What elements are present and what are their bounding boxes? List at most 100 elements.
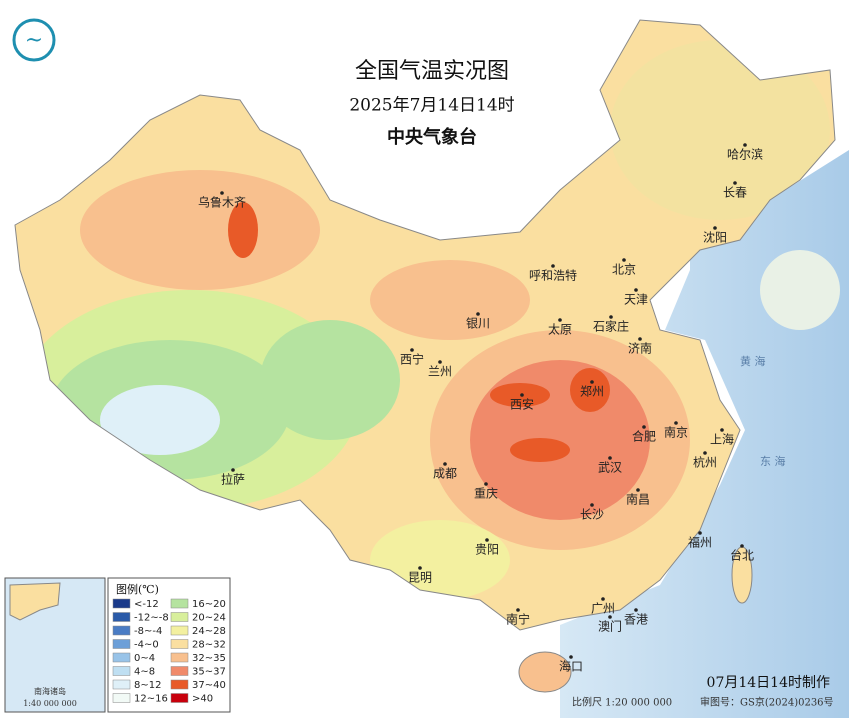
title: 全国气温实况图 — [355, 59, 509, 84]
city-label: 贵阳 — [475, 543, 499, 557]
sea-label: 东 海 — [760, 454, 786, 468]
legend-swatch — [112, 612, 131, 622]
legend-label: 0~4 — [134, 653, 155, 664]
city-label: 广州 — [591, 602, 615, 616]
city-label: 长春 — [723, 186, 747, 200]
city-label: 哈尔滨 — [727, 147, 763, 162]
city-label: 海口 — [559, 659, 583, 674]
city-dot — [569, 655, 573, 659]
legend-swatch — [112, 639, 131, 649]
city-label: 台北 — [730, 548, 754, 563]
city-label: 沈阳 — [703, 230, 727, 245]
legend-title: 图例(℃) — [116, 582, 159, 596]
city-label: 武汉 — [598, 461, 622, 475]
city-dot — [636, 488, 640, 492]
legend-label: 32~35 — [192, 653, 226, 664]
city-dot — [418, 566, 422, 570]
city-label: 拉萨 — [221, 472, 245, 487]
city-dot — [231, 468, 235, 472]
city-dot — [484, 482, 488, 486]
city-label: 杭州 — [693, 455, 717, 470]
city-dot — [410, 348, 414, 352]
city-label: 兰州 — [428, 365, 452, 379]
legend-swatch — [170, 693, 189, 703]
city-dot — [476, 312, 480, 316]
legend-swatch — [112, 666, 131, 676]
city-label: 澳门 — [598, 619, 622, 634]
logo — [12, 18, 56, 62]
city-dot — [438, 360, 442, 364]
made-time: 07月14日14时制作 — [707, 675, 830, 691]
city-label: 重庆 — [474, 487, 498, 501]
legend-label: 16~20 — [192, 599, 226, 610]
inset-land — [9, 582, 61, 621]
scale: 比例尺 1:20 000 000 — [572, 696, 672, 709]
legend-label: >40 — [192, 694, 213, 705]
city-label: 西宁 — [400, 352, 424, 367]
city-dot — [516, 608, 520, 612]
city-label: 成都 — [433, 467, 457, 481]
city-dot — [634, 288, 638, 292]
city-dot — [698, 531, 702, 535]
legend-swatch — [112, 625, 131, 636]
city-label: 南宁 — [506, 612, 530, 627]
date: 2025年7月14日14时 — [349, 96, 514, 116]
legend-swatch — [170, 652, 189, 663]
city-label: 太原 — [548, 322, 572, 337]
city-dot — [520, 393, 524, 397]
legend-swatch — [170, 625, 189, 636]
city-dot — [590, 380, 594, 384]
korea — [760, 250, 840, 330]
city-dot — [485, 538, 489, 542]
hainan — [518, 651, 572, 693]
city-dot — [733, 181, 737, 185]
inset-label: 南海诸岛 — [34, 686, 66, 696]
legend-swatch — [170, 612, 189, 622]
legend-swatch — [112, 693, 131, 703]
legend-swatch — [112, 679, 131, 690]
legend-label: 12~16 — [134, 694, 168, 705]
logo-mark: ~ — [25, 28, 43, 53]
legend-label: -8~-4 — [134, 626, 162, 637]
city-dot — [674, 421, 678, 425]
city-label: 福州 — [688, 535, 712, 550]
agency: 中央气象台 — [387, 126, 477, 148]
city-dot — [558, 318, 562, 322]
city-dot — [713, 226, 717, 230]
city-label: 天津 — [624, 293, 648, 307]
legend-label: 35~37 — [192, 667, 226, 678]
city-label: 南京 — [664, 425, 688, 440]
city-label: 西安 — [510, 397, 534, 412]
city-label: 银川 — [466, 317, 490, 331]
legend-label: 37~40 — [192, 680, 226, 691]
city-dot — [443, 462, 447, 466]
legend-label: 24~28 — [192, 626, 226, 637]
sea-label: 黄 海 — [740, 354, 766, 368]
legend-swatch — [170, 598, 189, 609]
city-dot — [551, 264, 555, 268]
legend-label: <-12 — [134, 599, 159, 610]
approval: 审图号：GS京(2024)0236号 — [700, 696, 834, 709]
legend-swatch — [170, 666, 189, 676]
city-dot — [634, 608, 638, 612]
city-label: 济南 — [628, 341, 652, 356]
legend-label: 28~32 — [192, 640, 226, 651]
city-dot — [608, 615, 612, 619]
city-dot — [608, 456, 612, 460]
city-label: 呼和浩特 — [529, 268, 577, 283]
city-dot — [622, 258, 626, 262]
legend-swatch — [170, 639, 189, 649]
legend-label: 4~8 — [134, 667, 155, 678]
legend-swatch — [170, 679, 189, 690]
legend-label: -4~0 — [134, 640, 159, 651]
city-label: 北京 — [612, 263, 636, 277]
city-dot — [720, 428, 724, 432]
city-label: 石家庄 — [593, 319, 629, 334]
city-label: 长沙 — [580, 508, 604, 522]
city-dot — [609, 315, 613, 319]
legend-label: 8~12 — [134, 680, 161, 691]
city-label: 昆明 — [408, 571, 432, 585]
city-label: 香港 — [624, 613, 648, 627]
city-label: 乌鲁木齐 — [198, 195, 246, 210]
